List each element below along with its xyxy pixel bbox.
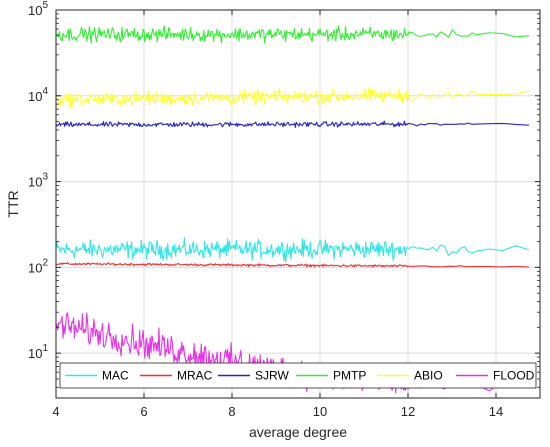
- y-tick-label: 105: [28, 0, 48, 18]
- x-tick-label: 6: [140, 404, 147, 419]
- series-line-pmtp: [55, 25, 530, 44]
- y-tick-label: 103: [28, 172, 48, 190]
- x-tick-label: 12: [401, 404, 415, 419]
- x-tick-label: 14: [489, 404, 503, 419]
- y-tick-label: 104: [28, 86, 48, 104]
- plot-frame: [55, 9, 541, 399]
- series-line-sjrw: [55, 120, 530, 128]
- x-tick-label: 4: [52, 404, 59, 419]
- x-tick-label: 8: [228, 404, 235, 419]
- legend-label-abio: ABIO: [414, 369, 443, 383]
- legend-label-pmtp: PMTP: [333, 369, 366, 383]
- legend-label-sjrw: SJRW: [255, 369, 289, 383]
- series-line-abio: [55, 87, 530, 109]
- legend-label-mrac: MRAC: [177, 369, 213, 383]
- y-axis-title: TTR: [5, 190, 21, 217]
- x-tick-label: 10: [313, 404, 327, 419]
- legend: MAC MRAC SJRW PMTP ABIO FLOOD: [59, 362, 537, 389]
- tick-layer: 4 6 8 10 12 14 101 102 103 104 105: [28, 0, 540, 419]
- y-tick-label: 102: [28, 257, 48, 275]
- series-line-mrac: [55, 261, 530, 268]
- legend-label-mac: MAC: [102, 369, 129, 383]
- y-tick-label: 101: [28, 343, 48, 361]
- x-axis-title: average degree: [249, 424, 347, 440]
- legend-label-flood: FLOOD: [493, 369, 535, 383]
- series-line-mac: [55, 237, 530, 263]
- plot-background: [56, 10, 540, 398]
